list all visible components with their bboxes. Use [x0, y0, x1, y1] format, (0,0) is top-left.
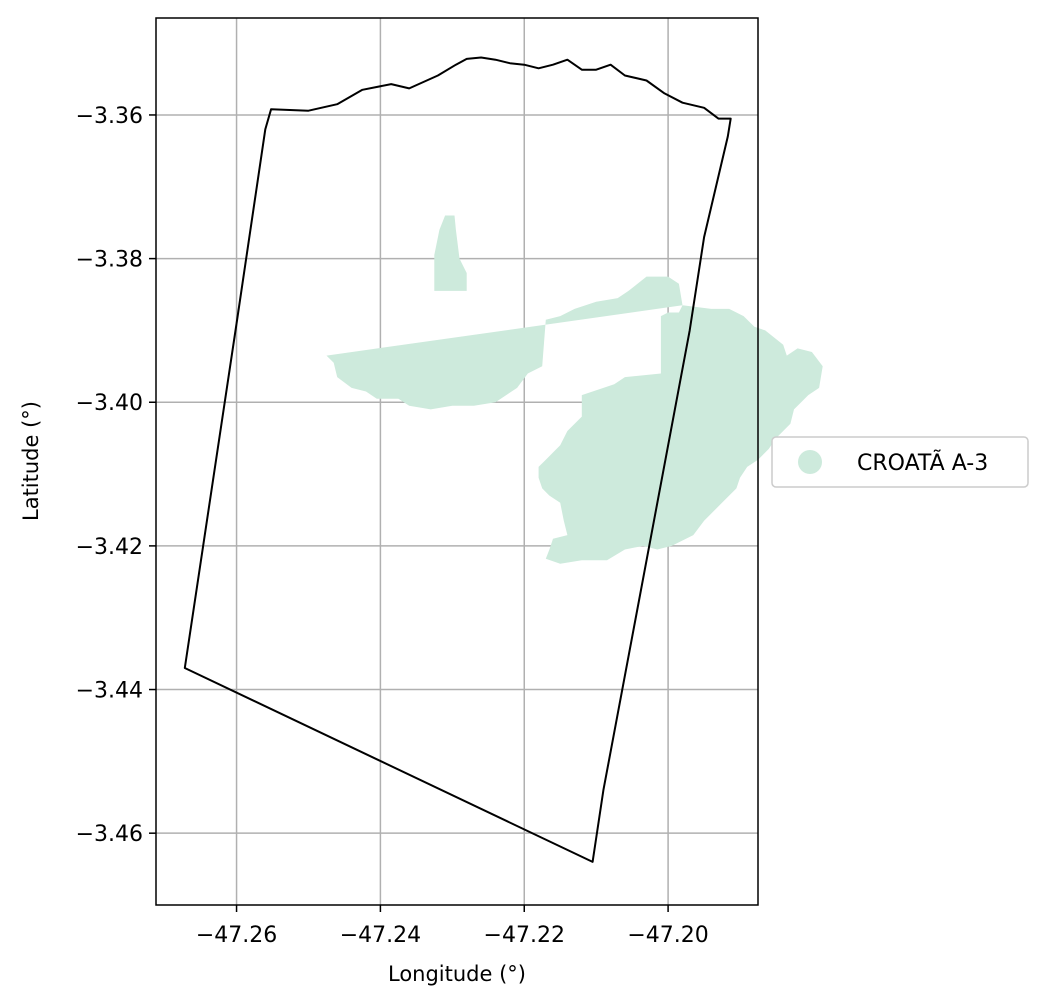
y-tick-label: −3.42 — [76, 535, 143, 560]
y-tick-label: −3.44 — [76, 679, 143, 704]
legend-label-croata-a3: CROATÃ A-3 — [857, 449, 988, 476]
y-tick-label: −3.38 — [76, 248, 143, 273]
legend-marker-croata-a3 — [798, 450, 822, 474]
y-tick-label: −3.40 — [76, 391, 143, 416]
legend: CROATÃ A-3 — [771, 436, 1029, 488]
y-axis-label: Latitude (°) — [19, 401, 43, 521]
croata-a3-region-main — [326, 276, 823, 564]
x-tick-label: −47.26 — [196, 923, 277, 948]
y-tick-label: −3.36 — [76, 104, 143, 129]
y-tick-label: −3.46 — [76, 822, 143, 847]
boundary-outline — [183, 56, 732, 863]
x-axis-label: Longitude (°) — [388, 962, 526, 986]
x-tick-label: −47.24 — [340, 923, 421, 948]
axes-frame — [155, 17, 759, 906]
x-tick-label: −47.20 — [627, 923, 708, 948]
legend-box — [771, 436, 1029, 488]
y-axis-ticks: −3.36 −3.38 −3.40 −3.42 −3.44 −3.46 — [76, 104, 156, 847]
x-axis-ticks: −47.26 −47.24 −47.22 −47.20 — [196, 905, 709, 948]
data-layer — [183, 56, 823, 863]
croata-a3-region-north — [434, 215, 467, 291]
x-tick-label: −47.22 — [484, 923, 565, 948]
